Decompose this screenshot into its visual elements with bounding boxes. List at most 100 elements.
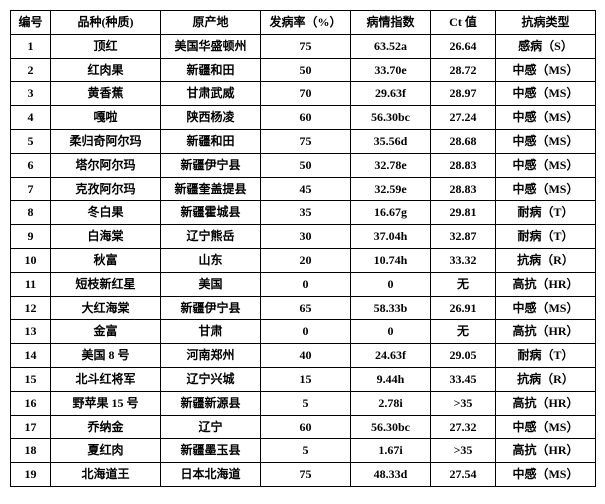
cell: 33.32 xyxy=(431,248,496,272)
cell: 32.59e xyxy=(351,177,431,201)
cell: 新疆伊宁县 xyxy=(161,153,261,177)
cell: 3 xyxy=(11,82,51,106)
cell: 10 xyxy=(11,248,51,272)
cell: 中感（MS） xyxy=(496,153,596,177)
cell: 33.45 xyxy=(431,367,496,391)
cell: 新疆新源县 xyxy=(161,391,261,415)
cell: 75 xyxy=(261,34,351,58)
table-row: 17乔纳金辽宁6056.30bc27.32中感（MS） xyxy=(11,415,596,439)
cell: 山东 xyxy=(161,248,261,272)
table-row: 14美国 8 号河南郑州4024.63f29.05耐病（T） xyxy=(11,344,596,368)
cell: 28.68 xyxy=(431,129,496,153)
cell: 63.52a xyxy=(351,34,431,58)
cell: 37.04h xyxy=(351,225,431,249)
cell: 7 xyxy=(11,177,51,201)
table-row: 3黄香蕉甘肃武威7029.63f28.97中感（MS） xyxy=(11,82,596,106)
cell: 9 xyxy=(11,225,51,249)
cell: >35 xyxy=(431,439,496,463)
cell: 中感（MS） xyxy=(496,296,596,320)
cell: 中感（MS） xyxy=(496,82,596,106)
cell: 柔归奇阿尔玛 xyxy=(51,129,161,153)
cell: 0 xyxy=(261,272,351,296)
cell: 耐病（T） xyxy=(496,225,596,249)
cell: 美国 xyxy=(161,272,261,296)
cell: 新疆和田 xyxy=(161,58,261,82)
cell: 白海棠 xyxy=(51,225,161,249)
header-row: 编号品种(种质)原产地发病率（%）病情指数Ct 值抗病类型 xyxy=(11,11,596,35)
cell: 8 xyxy=(11,201,51,225)
cell: 27.24 xyxy=(431,106,496,130)
cell: 夏红肉 xyxy=(51,439,161,463)
cell: 15 xyxy=(11,367,51,391)
table-row: 11短枝新红星美国00无高抗（HR） xyxy=(11,272,596,296)
cell: 28.97 xyxy=(431,82,496,106)
cell: 35 xyxy=(261,201,351,225)
cell: 辽宁 xyxy=(161,415,261,439)
cell: >35 xyxy=(431,391,496,415)
cell: 14 xyxy=(11,344,51,368)
cell: 秋富 xyxy=(51,248,161,272)
cell: 0 xyxy=(351,272,431,296)
col-header-2: 原产地 xyxy=(161,11,261,35)
cell: 18 xyxy=(11,439,51,463)
cell: 嘎啦 xyxy=(51,106,161,130)
table-row: 13金富甘肃00无高抗（HR） xyxy=(11,320,596,344)
cell: 48.33d xyxy=(351,463,431,487)
cell: 野苹果 15 号 xyxy=(51,391,161,415)
table-row: 4嘎啦陕西杨凌6056.30bc27.24中感（MS） xyxy=(11,106,596,130)
cell: 2 xyxy=(11,58,51,82)
cell: 50 xyxy=(261,58,351,82)
table-row: 15北斗红将军辽宁兴城159.44h33.45抗病（R） xyxy=(11,367,596,391)
cell: 27.32 xyxy=(431,415,496,439)
cell: 日本北海道 xyxy=(161,463,261,487)
cell: 0 xyxy=(261,320,351,344)
cell: 红肉果 xyxy=(51,58,161,82)
cell: 新疆和田 xyxy=(161,129,261,153)
cell: 黄香蕉 xyxy=(51,82,161,106)
cell: 高抗（HR） xyxy=(496,320,596,344)
cell: 40 xyxy=(261,344,351,368)
cell: 乔纳金 xyxy=(51,415,161,439)
cell: 新疆伊宁县 xyxy=(161,296,261,320)
table-row: 12大红海棠新疆伊宁县6558.33b26.91中感（MS） xyxy=(11,296,596,320)
cell: 20 xyxy=(261,248,351,272)
cell: 中感（MS） xyxy=(496,58,596,82)
cell: 5 xyxy=(261,391,351,415)
cell: 中感（MS） xyxy=(496,177,596,201)
cell: 1 xyxy=(11,34,51,58)
cell: 32.78e xyxy=(351,153,431,177)
cell: 中感（MS） xyxy=(496,463,596,487)
cell: 冬白果 xyxy=(51,201,161,225)
table-row: 9白海棠辽宁熊岳3037.04h32.87耐病（T） xyxy=(11,225,596,249)
cell: 克孜阿尔玛 xyxy=(51,177,161,201)
cell: 26.91 xyxy=(431,296,496,320)
cell: 32.87 xyxy=(431,225,496,249)
cell: 10.74h xyxy=(351,248,431,272)
cell: 29.63f xyxy=(351,82,431,106)
cell: 耐病（T） xyxy=(496,201,596,225)
table-row: 16野苹果 15 号新疆新源县52.78i>35高抗（HR） xyxy=(11,391,596,415)
cell: 30 xyxy=(261,225,351,249)
cell: 2.78i xyxy=(351,391,431,415)
cell: 4 xyxy=(11,106,51,130)
col-header-0: 编号 xyxy=(11,11,51,35)
cell: 28.72 xyxy=(431,58,496,82)
cell: 耐病（T） xyxy=(496,344,596,368)
cell: 大红海棠 xyxy=(51,296,161,320)
cell: 顶红 xyxy=(51,34,161,58)
cell: 56.30bc xyxy=(351,415,431,439)
table-row: 1顶红美国华盛顿州7563.52a26.64感病（S） xyxy=(11,34,596,58)
cell: 5 xyxy=(261,439,351,463)
cell: 60 xyxy=(261,415,351,439)
cell: 感病（S） xyxy=(496,34,596,58)
cell: 新疆墨玉县 xyxy=(161,439,261,463)
cell: 高抗（HR） xyxy=(496,272,596,296)
cell: 甘肃 xyxy=(161,320,261,344)
cell: 45 xyxy=(261,177,351,201)
cell: 抗病（R） xyxy=(496,248,596,272)
data-table: 编号品种(种质)原产地发病率（%）病情指数Ct 值抗病类型 1顶红美国华盛顿州7… xyxy=(10,10,596,487)
cell: 65 xyxy=(261,296,351,320)
cell: 5 xyxy=(11,129,51,153)
table-row: 10秋富山东2010.74h33.32抗病（R） xyxy=(11,248,596,272)
table-row: 2红肉果新疆和田5033.70e28.72中感（MS） xyxy=(11,58,596,82)
